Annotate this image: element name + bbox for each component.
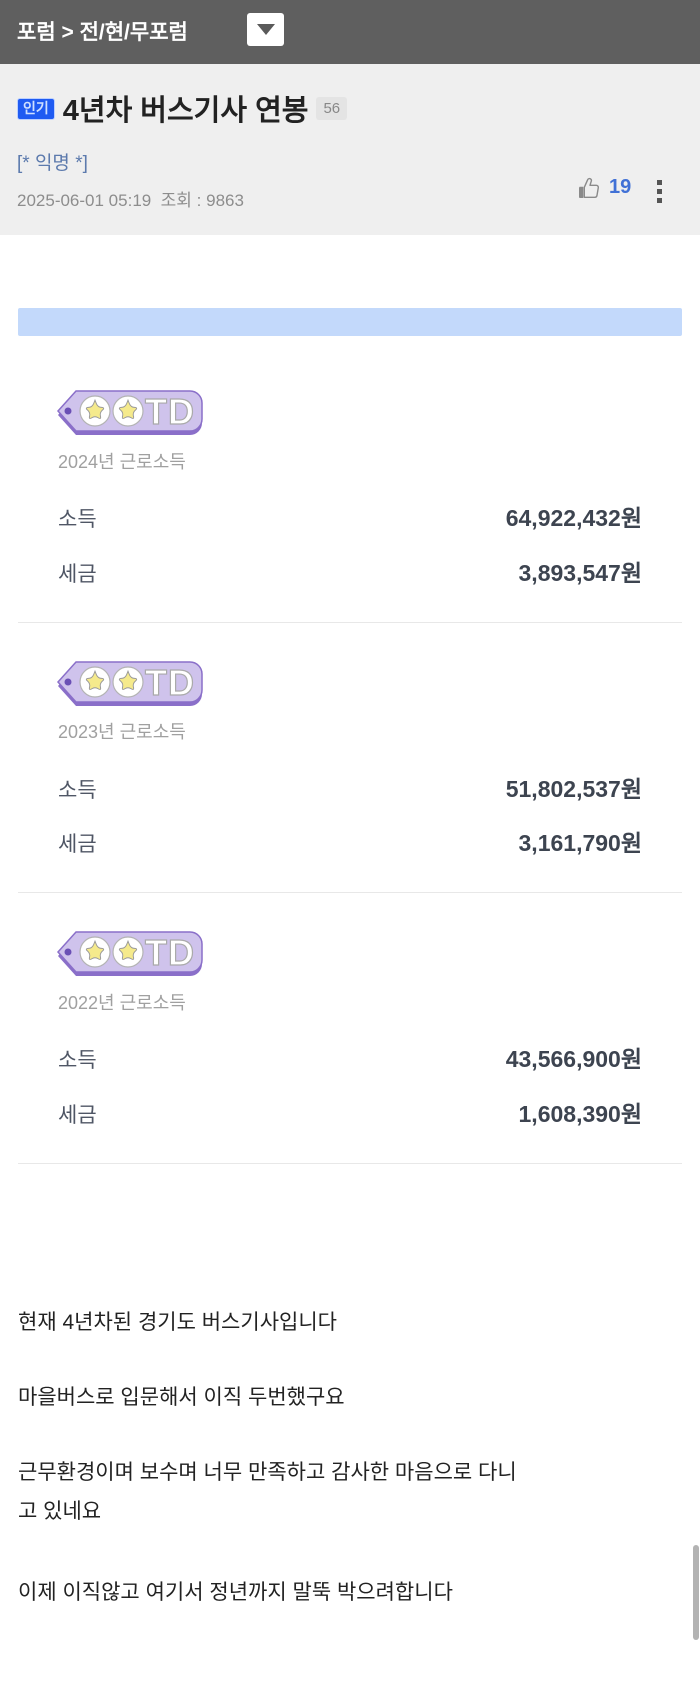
svg-text:T: T (145, 662, 167, 703)
svg-text:D: D (168, 662, 194, 703)
svg-text:D: D (168, 391, 194, 432)
svg-text:T: T (145, 932, 167, 973)
svg-text:T: T (145, 391, 167, 432)
svg-text:D: D (168, 932, 194, 973)
